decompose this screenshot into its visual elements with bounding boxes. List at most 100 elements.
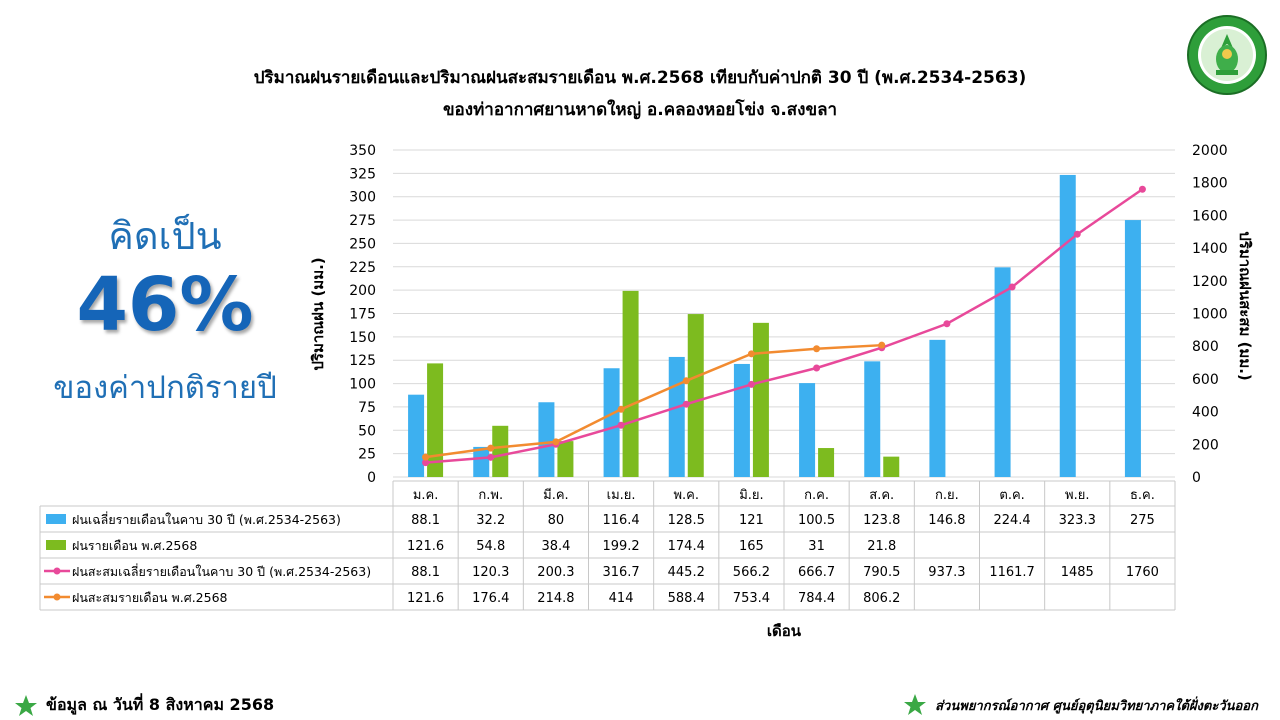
y-tick-label: 50 bbox=[358, 423, 376, 439]
data-label: 123.8 bbox=[863, 513, 900, 528]
data-label: 31 bbox=[808, 539, 825, 554]
y-tick-label: 225 bbox=[349, 260, 376, 276]
bar bbox=[818, 448, 835, 477]
y-tick-label: 100 bbox=[349, 377, 376, 393]
footer-source-text: ส่วนพยากรณ์อากาศ ศูนย์อุตุนิยมวิทยาภาคใต… bbox=[935, 698, 1258, 714]
chart-title-line1: ปริมาณฝนรายเดือนและปริมาณฝนสะสมรายเดือน … bbox=[253, 68, 1027, 88]
bar bbox=[408, 394, 425, 477]
x-tick-label: พ.ย. bbox=[1065, 488, 1089, 503]
chart-title-line2: ของท่าอากาศยานหาดใหญ่ อ.คลองหอยโข่ง จ.สง… bbox=[442, 100, 838, 120]
data-point bbox=[1008, 283, 1016, 291]
x-tick-label: ต.ค. bbox=[999, 488, 1024, 503]
data-point bbox=[422, 453, 430, 461]
series-line bbox=[425, 343, 882, 459]
legend-swatch bbox=[46, 540, 66, 550]
data-label: 790.5 bbox=[863, 565, 900, 580]
data-point bbox=[617, 405, 625, 413]
data-label: 666.7 bbox=[798, 565, 835, 580]
bar bbox=[994, 267, 1011, 477]
data-label: 165 bbox=[739, 539, 764, 554]
data-label: 121.6 bbox=[407, 591, 444, 606]
legend-label: ฝนเฉลี่ยรายเดือนในคาบ 30 ปี (พ.ศ.2534-25… bbox=[72, 511, 341, 527]
data-label: 1161.7 bbox=[989, 565, 1035, 580]
data-label: 88.1 bbox=[411, 513, 440, 528]
data-label: 80 bbox=[548, 513, 565, 528]
y2-tick-label: 400 bbox=[1192, 405, 1219, 421]
data-label: 174.4 bbox=[668, 539, 705, 554]
star-icon bbox=[904, 694, 927, 715]
legend-swatch bbox=[46, 514, 66, 524]
data-label: 38.4 bbox=[541, 539, 570, 554]
x-tick-label: ก.ค. bbox=[804, 488, 829, 503]
y2-axis-title: ปริมาณฝนสะสม (มม.) bbox=[1236, 231, 1254, 381]
summary-suffix: ของค่าปกติรายปี bbox=[53, 370, 277, 406]
legend-label: ฝนรายเดือน พ.ศ.2568 bbox=[72, 538, 197, 553]
x-tick-label: ธ.ค. bbox=[1130, 488, 1155, 503]
star-icon bbox=[15, 694, 37, 716]
x-tick-label: ก.ย. bbox=[935, 488, 959, 503]
data-label: 199.2 bbox=[602, 539, 639, 554]
bar bbox=[603, 368, 620, 477]
data-label: 200.3 bbox=[537, 565, 574, 580]
data-point bbox=[487, 444, 495, 452]
data-label: 32.2 bbox=[476, 513, 505, 528]
data-point bbox=[813, 364, 821, 372]
data-point bbox=[422, 459, 430, 467]
footer-date-text: ข้อมูล ณ วันที่ 8 สิงหาคม 2568 bbox=[46, 695, 275, 714]
footer-data-date: ข้อมูล ณ วันที่ 8 สิงหาคม 2568 bbox=[14, 693, 274, 718]
data-label: 100.5 bbox=[798, 513, 835, 528]
data-point bbox=[878, 341, 886, 349]
data-label: 1760 bbox=[1126, 565, 1159, 580]
bar bbox=[668, 356, 685, 477]
y-tick-label: 150 bbox=[349, 330, 376, 346]
x-tick-label: มิ.ย. bbox=[739, 488, 763, 503]
y2-tick-label: 1600 bbox=[1192, 208, 1228, 224]
x-tick-label: ส.ค. bbox=[869, 488, 894, 503]
x-tick-label: เม.ย. bbox=[607, 488, 636, 503]
data-label: 121.6 bbox=[407, 539, 444, 554]
bar bbox=[687, 314, 704, 477]
bar bbox=[883, 456, 900, 477]
summary-prefix: คิดเป็น bbox=[108, 214, 222, 258]
data-label: 275 bbox=[1130, 513, 1155, 528]
y-tick-label: 0 bbox=[367, 470, 376, 486]
y-tick-label: 175 bbox=[349, 307, 376, 323]
data-label: 120.3 bbox=[472, 565, 509, 580]
y2-tick-label: 200 bbox=[1192, 437, 1219, 453]
y-tick-label: 325 bbox=[349, 166, 376, 182]
data-point bbox=[552, 438, 560, 446]
legend-swatch bbox=[53, 593, 61, 601]
bar bbox=[752, 322, 769, 477]
data-label: 414 bbox=[609, 591, 634, 606]
bar bbox=[622, 290, 639, 477]
data-point bbox=[682, 377, 690, 385]
y2-tick-label: 1000 bbox=[1192, 307, 1228, 323]
legend-label: ฝนสะสมรายเดือน พ.ศ.2568 bbox=[72, 590, 228, 605]
data-label: 121 bbox=[739, 513, 764, 528]
y-tick-label: 75 bbox=[358, 400, 376, 416]
right-axis-ticks: 0 200 400 600 800 1000 1200 1400 1600 1800 2000 bbox=[1192, 143, 1228, 486]
left-axis-ticks: 0 25 50 75 100 125 150 175 200 225 250 275 300 325 350 bbox=[349, 143, 376, 486]
bar bbox=[799, 383, 816, 477]
bar bbox=[538, 402, 555, 477]
data-point bbox=[813, 345, 821, 353]
bar bbox=[1124, 220, 1141, 478]
bar bbox=[492, 425, 509, 477]
y2-tick-label: 1400 bbox=[1192, 241, 1228, 257]
bar-series bbox=[408, 174, 1141, 478]
series-line bbox=[425, 188, 1144, 464]
data-label: 937.3 bbox=[928, 565, 965, 580]
data-label: 445.2 bbox=[668, 565, 705, 580]
y-tick-label: 25 bbox=[358, 447, 376, 463]
y-tick-label: 250 bbox=[349, 236, 376, 252]
data-label: 753.4 bbox=[733, 591, 770, 606]
bar bbox=[427, 363, 444, 477]
data-point bbox=[943, 320, 951, 328]
y2-tick-label: 800 bbox=[1192, 339, 1219, 355]
bar bbox=[733, 363, 750, 477]
data-point bbox=[1138, 185, 1146, 193]
y-tick-label: 350 bbox=[349, 143, 376, 159]
data-label: 588.4 bbox=[668, 591, 705, 606]
data-label: 176.4 bbox=[472, 591, 509, 606]
